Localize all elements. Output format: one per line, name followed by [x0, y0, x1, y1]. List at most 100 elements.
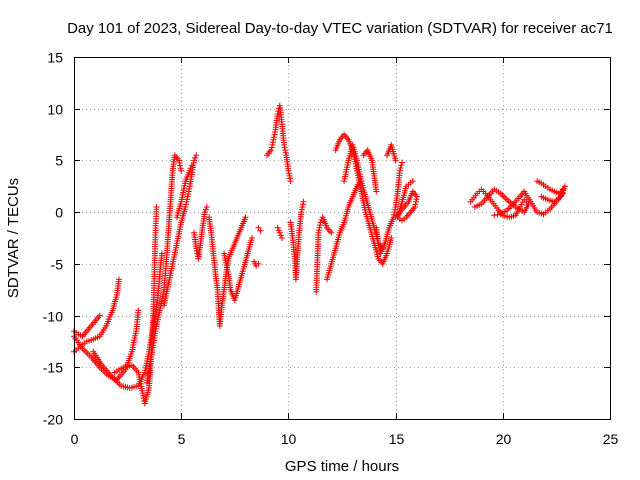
- series-arc-21: [360, 147, 380, 195]
- data-point-trail: [178, 206, 188, 224]
- data-point-trail: [480, 195, 490, 206]
- series-arc-6: [143, 152, 185, 386]
- data-point: [317, 219, 324, 226]
- data-point: [257, 227, 264, 234]
- data-point-trail: [402, 200, 410, 209]
- data-point-trail: [89, 319, 97, 328]
- data-point: [242, 214, 249, 221]
- series-arc-23: [384, 141, 399, 164]
- data-point: [184, 193, 191, 200]
- data-point-trail: [81, 347, 93, 359]
- data-point: [396, 167, 403, 174]
- data-point-trail: [193, 247, 201, 260]
- data-point-trail: [173, 154, 181, 162]
- data-point-trail: [86, 337, 95, 344]
- data-point: [375, 240, 382, 247]
- data-point-trail: [174, 201, 184, 219]
- data-point: [135, 307, 142, 314]
- data-point-trail: [277, 104, 285, 125]
- series-arc-9: [191, 204, 210, 262]
- y-tick-labels: -20 -15 -10 -5 0 5 10 15: [43, 50, 63, 428]
- y-axis-label: SDTVAR / TECUs: [5, 178, 22, 298]
- axis-ticks: [74, 57, 611, 420]
- series-arc-22: [373, 159, 405, 257]
- data-point-trail: [142, 387, 152, 405]
- data-point-trail: [388, 144, 398, 162]
- data-point-trail: [547, 197, 556, 205]
- data-point-trail: [114, 278, 122, 296]
- data-point-trail: [185, 185, 193, 197]
- data-point-trail: [514, 205, 526, 214]
- y-tick-label: -20: [43, 412, 63, 428]
- data-point: [399, 159, 405, 166]
- data-point-trail: [338, 133, 346, 141]
- data-point-trail: [128, 383, 140, 391]
- data-point-trail: [89, 355, 102, 369]
- data-point-trail: [174, 221, 184, 244]
- data-point-trail: [328, 247, 338, 265]
- data-point-trail: [275, 105, 283, 115]
- series-arc-10: [206, 214, 249, 329]
- data-point-trail: [104, 309, 115, 327]
- series-arc-27: [534, 178, 568, 205]
- data-point-trail: [501, 212, 511, 220]
- x-axis-label: GPS time / hours: [285, 458, 399, 475]
- data-point: [328, 229, 335, 236]
- data-point-trail: [412, 196, 420, 208]
- data-point-trail: [522, 202, 531, 214]
- data-point: [178, 167, 185, 174]
- data-point: [279, 235, 285, 241]
- data-point-trail: [387, 216, 396, 229]
- data-point: [274, 110, 281, 117]
- data-point-trail: [176, 160, 184, 172]
- data-point-trail: [110, 294, 120, 312]
- data-point-trail: [512, 195, 522, 206]
- data-point-trail: [369, 159, 377, 177]
- data-point-trail: [199, 211, 208, 229]
- x-tick-label: 25: [603, 431, 619, 447]
- data-point-trail: [341, 206, 351, 224]
- data-point-trail: [245, 237, 255, 255]
- data-point-trail: [163, 232, 172, 265]
- y-tick-label: 15: [47, 50, 63, 66]
- data-point-trail: [275, 227, 282, 234]
- data-point-trail: [265, 148, 273, 157]
- data-point-trail: [283, 154, 292, 172]
- data-point: [116, 276, 122, 283]
- data-point: [409, 178, 416, 185]
- data-point-trail: [376, 242, 384, 254]
- y-tick-label: -15: [43, 360, 63, 376]
- x-tick-label: 5: [178, 431, 186, 447]
- data-point-trail: [391, 206, 399, 218]
- data-point-trail: [268, 139, 276, 151]
- data-point-trail: [361, 148, 370, 157]
- data-point-trail: [296, 211, 304, 234]
- data-point-trail: [313, 232, 322, 293]
- data-point-trail: [81, 329, 89, 338]
- series-arc-17: [313, 214, 335, 295]
- y-tick-label: -10: [43, 309, 63, 325]
- data-point-trail: [202, 206, 209, 213]
- data-point-trail: [151, 232, 159, 275]
- data-point-trail: [111, 376, 123, 388]
- data-point-trail: [392, 190, 401, 208]
- data-point-trail: [93, 314, 102, 322]
- y-tick-label: 0: [55, 205, 63, 221]
- data-point: [276, 229, 283, 236]
- data-point-trail: [540, 194, 549, 202]
- data-point-trail: [350, 185, 360, 198]
- data-point-trail: [92, 334, 101, 342]
- data-point-trail: [232, 283, 242, 301]
- data-point-trail: [367, 226, 377, 244]
- data-point-trail: [152, 206, 160, 234]
- series-arc-24: [392, 178, 420, 224]
- grid: [74, 57, 610, 419]
- data-point-trail: [367, 211, 377, 229]
- data-point-trail: [493, 187, 502, 196]
- data-point-trail: [140, 392, 148, 404]
- x-tick-label: 20: [496, 431, 512, 447]
- y-tick-label: 5: [55, 153, 63, 169]
- data-point-trail: [371, 175, 379, 193]
- series-arc-7: [161, 152, 200, 309]
- data-point-trail: [208, 232, 217, 255]
